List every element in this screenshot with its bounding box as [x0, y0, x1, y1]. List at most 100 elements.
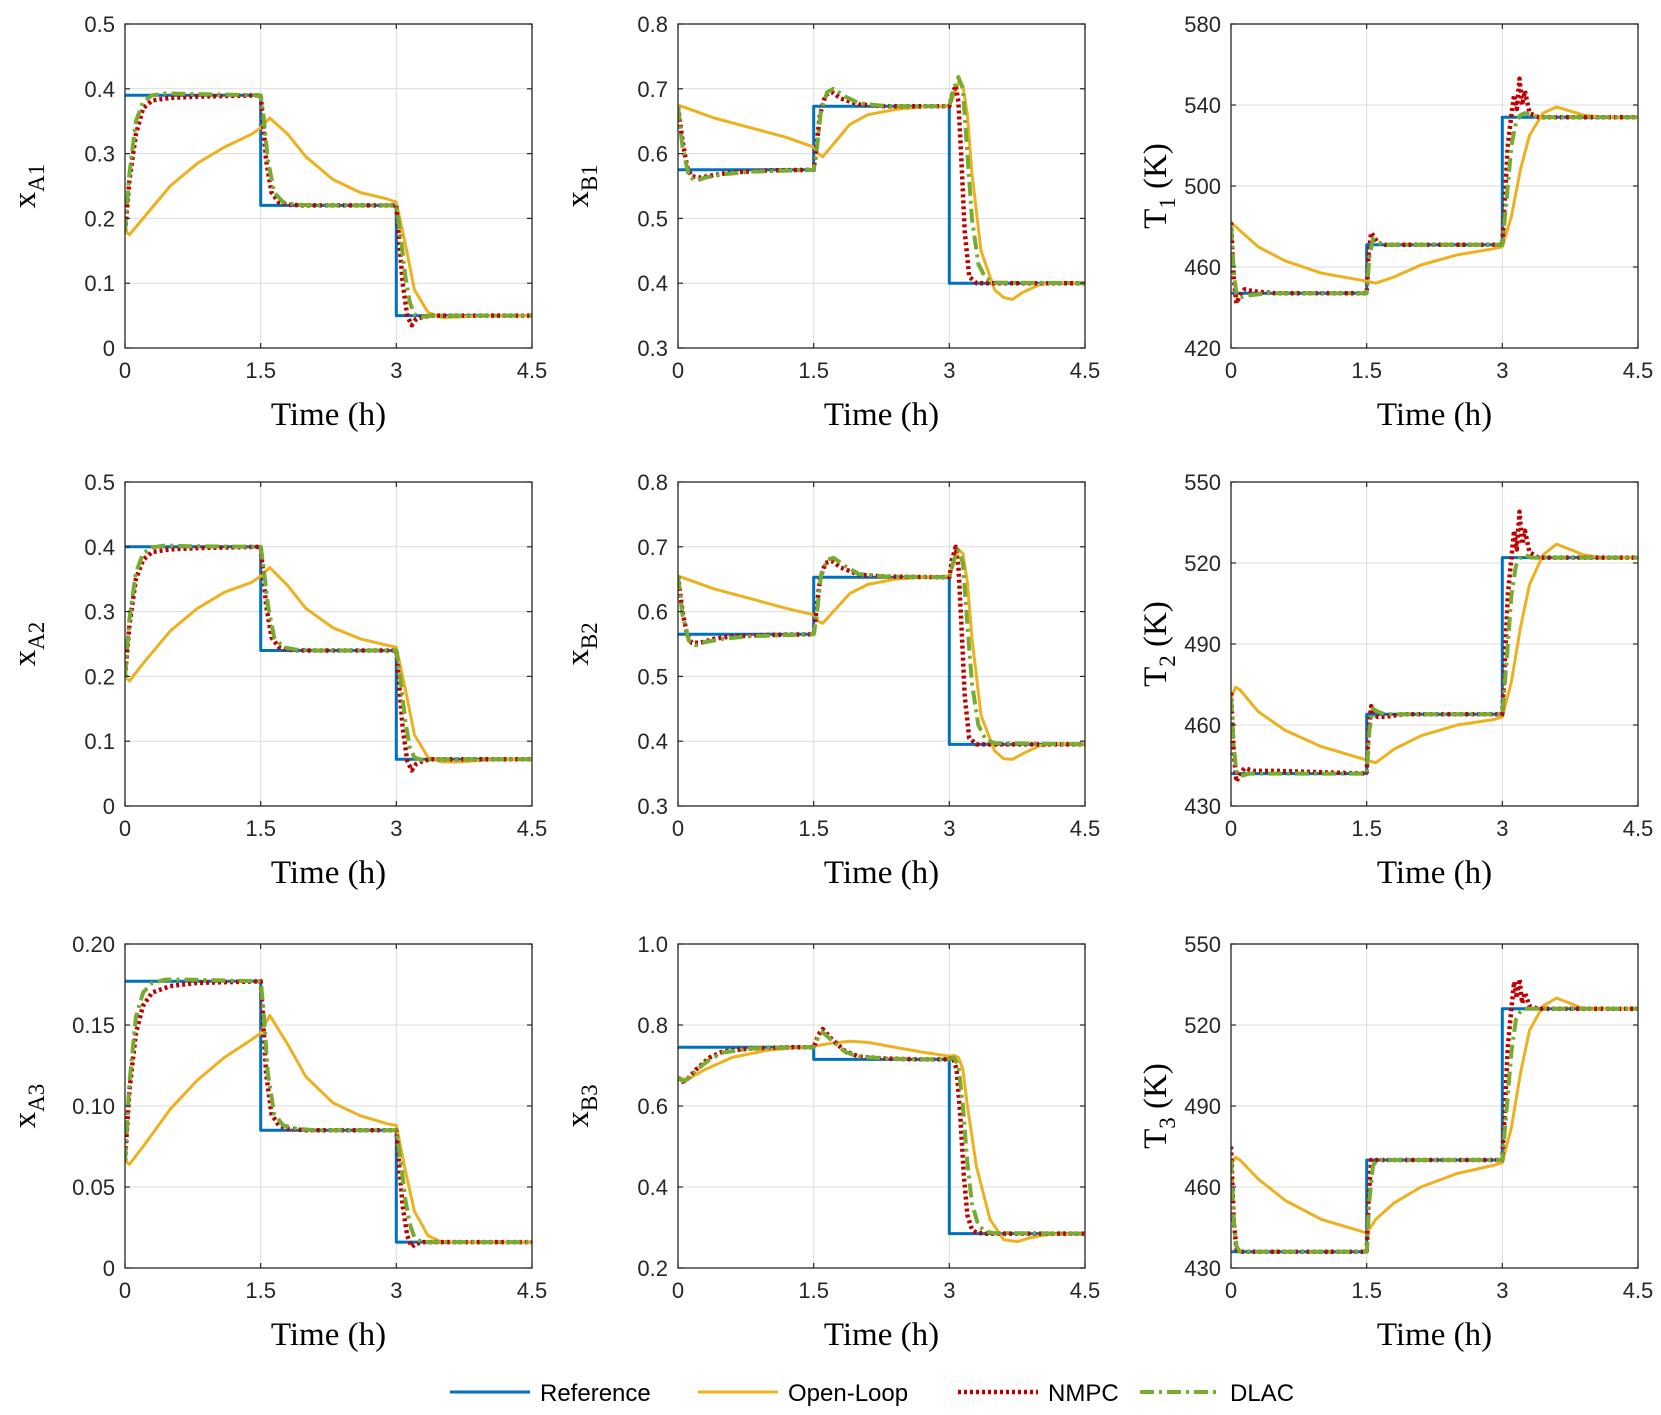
x-tick-label: 3 — [1496, 1278, 1508, 1303]
x-axis-label: Time (h) — [1377, 1317, 1492, 1353]
legend-label-dlac: DLAC — [1230, 1380, 1294, 1407]
y-tick-label: 0.3 — [84, 600, 115, 625]
y-tick-label: 460 — [1184, 255, 1221, 280]
y-tick-label: 0.7 — [637, 77, 668, 102]
axes-box — [124, 481, 533, 807]
x-axis-label: Time (h) — [271, 1317, 386, 1353]
series-line-open-loop — [678, 1039, 1085, 1244]
y-tick-label: 0.5 — [637, 664, 668, 689]
plot-area — [678, 482, 1085, 806]
y-axis-label: xB3 — [560, 1084, 602, 1127]
series-line-nmpc — [1231, 509, 1638, 784]
x-tick-label: 4.5 — [1623, 358, 1654, 383]
y-tick-label: 420 — [1184, 336, 1221, 361]
x-tick-label: 0 — [672, 358, 684, 383]
series-line-dlac — [1231, 552, 1638, 779]
y-tick-label: 0.4 — [637, 729, 668, 754]
legend-label-nmpc: NMPC — [1048, 1380, 1119, 1407]
x-tick-label: 3 — [943, 1278, 955, 1303]
legend: Reference Open-Loop NMPC DLAC — [450, 1380, 1294, 1407]
y-tick-label: 500 — [1184, 174, 1221, 199]
series-group — [125, 91, 532, 328]
series-line-nmpc — [125, 544, 532, 773]
x-axis-label: Time (h) — [824, 1317, 939, 1353]
x-tick-label: 3 — [390, 1278, 402, 1303]
y-tick-label: 0.8 — [637, 12, 668, 37]
x-tick-label: 1.5 — [1351, 1278, 1382, 1303]
y-axis-label: xB1 — [560, 164, 602, 207]
y-tick-label: 0.10 — [72, 1094, 115, 1119]
subplot-t3: 0 1.5 3 4.5 430 460 490 520 550 Time (h) T3 (K) — [1138, 932, 1653, 1353]
y-tick-label: 0.8 — [637, 1013, 668, 1038]
series-group — [678, 75, 1085, 301]
y-tick-label: 550 — [1184, 932, 1221, 957]
y-axis-label: xB2 — [560, 622, 602, 665]
y-axis-label: T3 (K) — [1138, 1063, 1180, 1149]
subplot-t2: 0 1.5 3 4.5 430 460 490 520 550 Time (h) T2 (K) — [1138, 470, 1653, 891]
series-group — [125, 977, 532, 1250]
y-tick-label: 430 — [1184, 794, 1221, 819]
series-group — [125, 543, 532, 773]
y-axis-label: xA1 — [7, 164, 49, 209]
y-tick-label: 460 — [1184, 713, 1221, 738]
x-tick-label: 3 — [943, 358, 955, 383]
y-tick-label: 0.20 — [72, 932, 115, 957]
y-tick-label: 0.8 — [637, 470, 668, 495]
y-tick-label: 0 — [103, 336, 115, 361]
y-tick-label: 0.4 — [84, 535, 115, 560]
y-tick-label: 520 — [1184, 1013, 1221, 1038]
y-axis-label: xA2 — [7, 622, 49, 667]
y-tick-label: 0.5 — [84, 470, 115, 495]
series-line-dlac — [678, 1030, 1085, 1236]
series-line-nmpc — [678, 1026, 1085, 1236]
series-group — [1231, 509, 1638, 784]
plot-area — [678, 24, 1085, 348]
x-tick-label: 0 — [672, 816, 684, 841]
x-tick-label: 4.5 — [517, 358, 548, 383]
legend-label-reference: Reference — [540, 1380, 651, 1407]
plot-area — [125, 482, 532, 806]
series-group — [678, 1026, 1085, 1244]
series-line-dlac — [125, 91, 532, 319]
x-axis-label: Time (h) — [1377, 855, 1492, 891]
y-tick-label: 490 — [1184, 1094, 1221, 1119]
x-tick-label: 1.5 — [245, 1278, 276, 1303]
subplot-xa1: 0 1.5 3 4.5 0 0.1 0.2 0.3 0.4 0.5 Time (h) xA1 — [7, 12, 547, 433]
series-line-open-loop — [125, 566, 532, 764]
plot-area — [125, 24, 532, 348]
x-tick-label: 0 — [672, 1278, 684, 1303]
y-tick-label: 0.5 — [84, 12, 115, 37]
x-tick-label: 1.5 — [245, 358, 276, 383]
x-axis-label: Time (h) — [1377, 397, 1492, 433]
subplot-xb1: 0 1.5 3 4.5 0.3 0.4 0.5 0.6 0.7 0.8 Time (h) xB1 — [560, 12, 1100, 433]
x-axis-label: Time (h) — [824, 855, 939, 891]
x-tick-label: 3 — [390, 358, 402, 383]
x-axis-label: Time (h) — [271, 855, 386, 891]
subplot-xb3: 0 1.5 3 4.5 0.2 0.4 0.6 0.8 1.0 Time (h) xB3 — [560, 932, 1100, 1353]
x-tick-label: 1.5 — [245, 816, 276, 841]
y-tick-label: 580 — [1184, 12, 1221, 37]
x-tick-label: 1.5 — [798, 816, 829, 841]
x-tick-label: 4.5 — [517, 816, 548, 841]
y-tick-label: 0.3 — [84, 142, 115, 167]
y-axis-label: T1 (K) — [1138, 143, 1180, 229]
y-tick-label: 460 — [1184, 1175, 1221, 1200]
y-axis-label: xA3 — [7, 1084, 49, 1129]
y-tick-label: 430 — [1184, 1256, 1221, 1281]
y-tick-label: 0.2 — [84, 664, 115, 689]
y-tick-label: 0.3 — [637, 336, 668, 361]
y-axis-label: T2 (K) — [1138, 601, 1180, 687]
y-tick-label: 0.3 — [637, 794, 668, 819]
x-tick-label: 0 — [119, 358, 131, 383]
y-tick-label: 520 — [1184, 551, 1221, 576]
subplot-xb2: 0 1.5 3 4.5 0.3 0.4 0.5 0.6 0.7 0.8 Time (h) xB2 — [560, 470, 1100, 891]
y-tick-label: 0.1 — [84, 729, 115, 754]
x-tick-label: 0 — [1225, 816, 1237, 841]
x-tick-label: 0 — [1225, 358, 1237, 383]
subplot-xa2: 0 1.5 3 4.5 0 0.1 0.2 0.3 0.4 0.5 Time (h) xA2 — [7, 470, 547, 891]
y-tick-label: 0 — [103, 1256, 115, 1281]
x-axis-label: Time (h) — [824, 397, 939, 433]
y-tick-label: 0.4 — [637, 1175, 668, 1200]
series-line-dlac — [678, 75, 1085, 286]
